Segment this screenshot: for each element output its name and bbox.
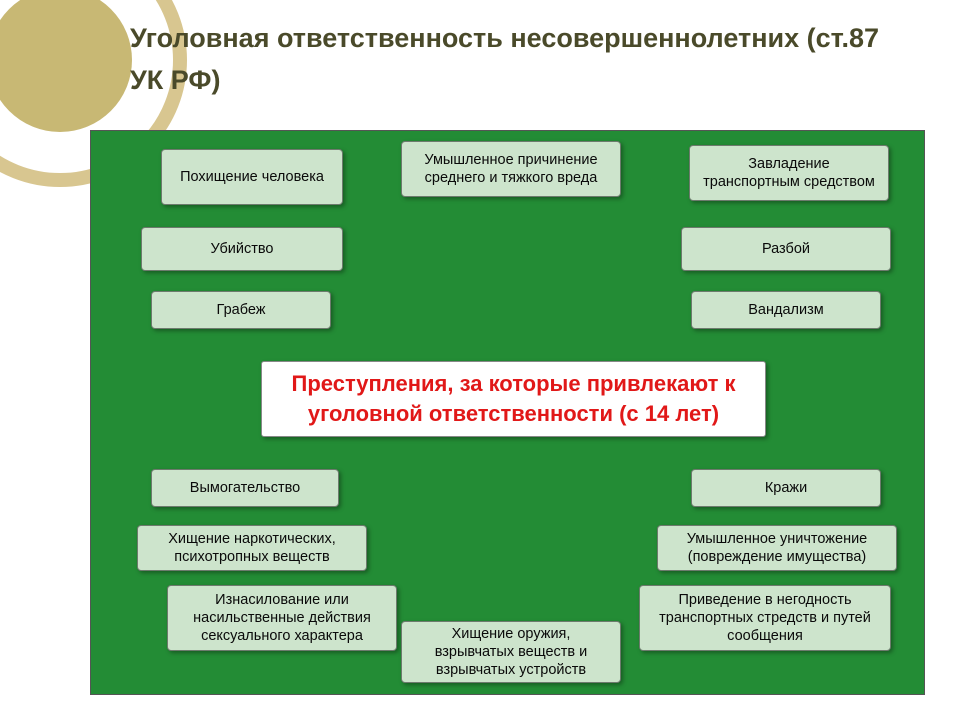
title-text: Уголовная ответственность несовершенноле… — [130, 18, 900, 102]
crime-node: Умышленное причинение среднего и тяжкого… — [401, 141, 621, 197]
crime-node: Вандализм — [691, 291, 881, 329]
center-topic: Преступления, за которые привлекают к уг… — [261, 361, 766, 437]
crime-node: Похищение человека — [161, 149, 343, 205]
crime-node: Хищение оружия, взрывчатых веществ и взр… — [401, 621, 621, 683]
crime-node: Разбой — [681, 227, 891, 271]
crime-node-text: Убийство — [211, 240, 274, 258]
crime-node: Приведение в негодность транспортных стр… — [639, 585, 891, 651]
center-topic-text: Преступления, за которые привлекают к уг… — [270, 369, 757, 428]
crime-node: Завладение транспортным средством — [689, 145, 889, 201]
crime-node-text: Разбой — [762, 240, 810, 258]
crime-node: Хищение наркотических, психотропных веще… — [137, 525, 367, 571]
crime-node-text: Умышленное уничтожение (повреждение имущ… — [666, 530, 888, 566]
crime-node: Убийство — [141, 227, 343, 271]
crime-node-text: Хищение наркотических, психотропных веще… — [146, 530, 358, 566]
crime-node-text: Грабеж — [217, 301, 266, 319]
crime-node-text: Завладение транспортным средством — [698, 155, 880, 191]
crime-node: Изнасилование или насильственные действи… — [167, 585, 397, 651]
crime-node-text: Кражи — [765, 479, 807, 497]
crime-node: Кражи — [691, 469, 881, 507]
crime-node-text: Хищение оружия, взрывчатых веществ и взр… — [410, 625, 612, 679]
diagram-panel: Преступления, за которые привлекают к уг… — [90, 130, 925, 695]
crime-node: Вымогательство — [151, 469, 339, 507]
crime-node: Умышленное уничтожение (повреждение имущ… — [657, 525, 897, 571]
crime-node-text: Похищение человека — [180, 168, 324, 186]
crime-node-text: Вымогательство — [190, 479, 300, 497]
page-title: Уголовная ответственность несовершенноле… — [130, 18, 900, 102]
crime-node-text: Изнасилование или насильственные действи… — [176, 591, 388, 645]
crime-node-text: Приведение в негодность транспортных стр… — [648, 591, 882, 645]
circle-inner — [0, 0, 132, 132]
crime-node: Грабеж — [151, 291, 331, 329]
crime-node-text: Вандализм — [748, 301, 823, 319]
crime-node-text: Умышленное причинение среднего и тяжкого… — [410, 151, 612, 187]
